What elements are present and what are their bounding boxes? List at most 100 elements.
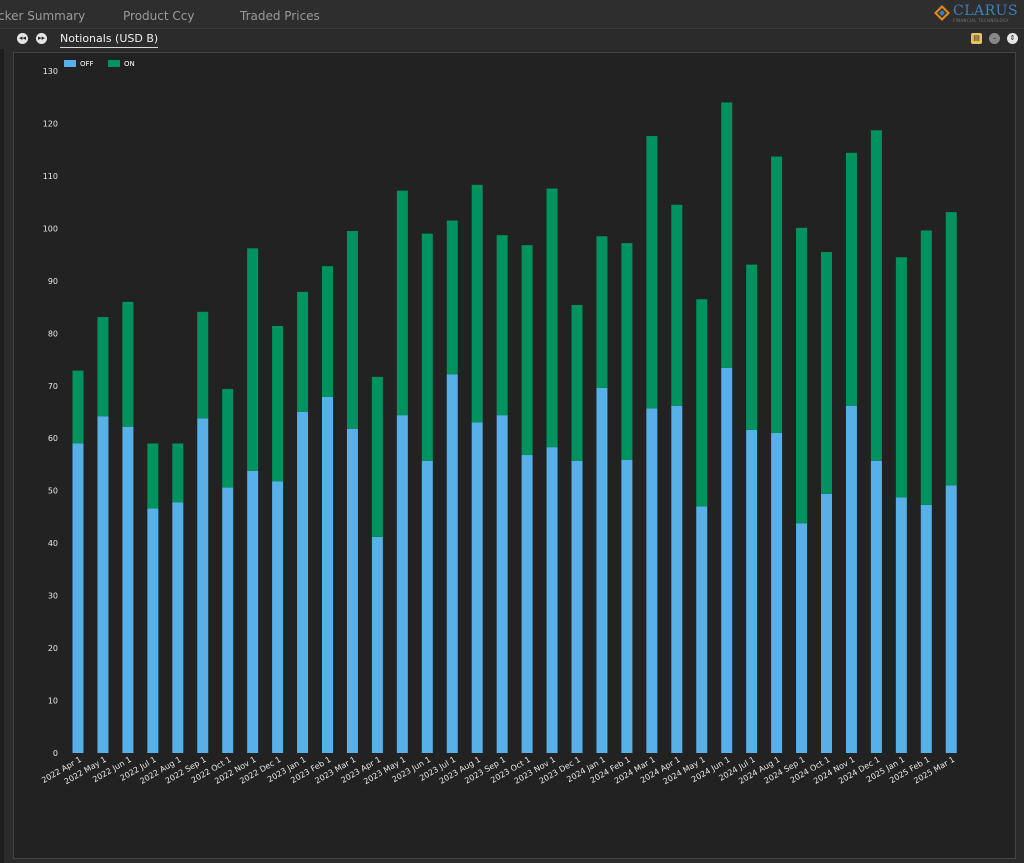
left-edge	[0, 30, 4, 863]
bar-off	[297, 412, 309, 753]
y-tick-label: 80	[48, 329, 58, 338]
bar-on	[197, 311, 209, 419]
bar-on	[696, 299, 708, 507]
bar-off	[671, 405, 683, 753]
bar-off	[796, 523, 808, 753]
y-tick-label: 30	[48, 592, 58, 601]
bar-on	[746, 264, 758, 430]
y-tick-label: 70	[48, 382, 58, 391]
bar-on	[646, 136, 658, 409]
bar-on	[596, 236, 608, 388]
tab-ticker-summary[interactable]: cker Summary	[0, 9, 86, 23]
bar-on	[721, 102, 733, 368]
y-tick-label: 100	[43, 224, 58, 233]
bar-on	[222, 388, 234, 488]
export-icon[interactable]: ▤	[971, 33, 982, 44]
bar-on	[571, 304, 583, 461]
bar-off	[421, 460, 433, 753]
bar-off	[771, 432, 783, 753]
bar-off	[546, 447, 558, 753]
bar-on	[346, 231, 358, 429]
prev-icon[interactable]: ◂◂	[17, 33, 28, 44]
bar-off	[596, 387, 608, 753]
bar-off	[845, 405, 857, 753]
next-icon[interactable]: ▸▸	[36, 33, 47, 44]
bar-on	[272, 325, 284, 482]
y-tick-label: 0	[53, 749, 58, 758]
bar-on	[322, 266, 333, 397]
bar-on	[122, 301, 134, 427]
y-tick-label: 130	[43, 67, 58, 76]
bar-off	[396, 415, 408, 753]
bar-off	[272, 481, 284, 753]
bar-on	[496, 235, 508, 416]
y-tick-label: 20	[48, 644, 58, 653]
bar-off	[945, 485, 957, 753]
bar-on	[920, 230, 932, 505]
y-tick-label: 10	[48, 697, 58, 706]
y-tick-label: 60	[48, 434, 58, 443]
panel-tab-notionals[interactable]: Notionals (USD B)	[60, 32, 159, 48]
bar-on	[671, 204, 683, 406]
bar-off	[346, 428, 358, 753]
bar-off	[446, 374, 458, 753]
bar-on	[521, 245, 533, 456]
y-tick-label: 50	[48, 487, 58, 496]
bar-off	[571, 460, 583, 753]
bar-off	[895, 497, 907, 753]
bar-on	[371, 376, 383, 537]
bar-off	[821, 493, 832, 753]
logo-diamond-icon	[934, 5, 950, 21]
bar-on	[945, 212, 957, 486]
panel-header: ◂◂ ▸▸ Notionals (USD B) ▤ – ⇕	[0, 29, 1024, 49]
bar-on	[821, 251, 832, 494]
bar-off	[222, 487, 234, 753]
legend-swatch-off	[64, 60, 76, 67]
bar-off	[72, 443, 84, 753]
y-tick-label: 40	[48, 539, 58, 548]
y-tick-label: 90	[48, 277, 58, 286]
bar-on	[97, 317, 109, 417]
bar-on	[172, 443, 184, 503]
bar-off	[920, 504, 932, 753]
bar-off	[721, 367, 733, 753]
logo-text: CLARUS	[953, 3, 1019, 19]
bar-on	[247, 248, 259, 471]
bar-on	[796, 227, 808, 524]
y-tick-label: 120	[43, 119, 58, 128]
bar-off	[696, 506, 708, 753]
bar-on	[471, 184, 483, 423]
bar-off	[371, 536, 383, 753]
bar-off	[122, 426, 134, 753]
legend-label-on: ON	[124, 60, 135, 68]
chart-panel: 0 10 20 30 40 50 60 70 80 90 100 110 120 130 2022 Apr …	[13, 52, 1016, 859]
bar-off	[870, 460, 882, 753]
tab-traded-prices[interactable]: Traded Prices	[240, 9, 320, 23]
bar-on	[147, 443, 159, 509]
logo-subtext: FINANCIAL TECHNOLOGY	[953, 18, 1009, 23]
bar-on	[72, 370, 84, 444]
bar-off	[746, 429, 758, 753]
bar-off	[172, 502, 184, 753]
top-tab-bar: cker Summary Product Ccy Traded Prices C…	[0, 0, 1024, 29]
bar-on	[446, 220, 458, 375]
bar-off	[197, 418, 209, 753]
bar-on	[396, 190, 408, 416]
tab-product-ccy[interactable]: Product Ccy	[123, 9, 195, 23]
bar-off	[646, 408, 658, 753]
bar-on	[870, 130, 882, 461]
minimize-icon[interactable]: –	[989, 33, 1000, 44]
bar-off	[247, 470, 259, 753]
clarus-logo: CLARUS FINANCIAL TECHNOLOGY	[934, 3, 1018, 25]
bar-on	[546, 188, 558, 448]
legend-swatch-on	[108, 60, 120, 67]
collapse-icon[interactable]: ⇕	[1007, 33, 1018, 44]
bar-on	[771, 156, 783, 433]
bar-on	[845, 152, 857, 406]
bar-off	[97, 416, 109, 753]
bar-off	[496, 415, 508, 753]
bar-off	[621, 459, 633, 753]
bar-off	[471, 422, 483, 753]
bar-on	[621, 243, 633, 460]
